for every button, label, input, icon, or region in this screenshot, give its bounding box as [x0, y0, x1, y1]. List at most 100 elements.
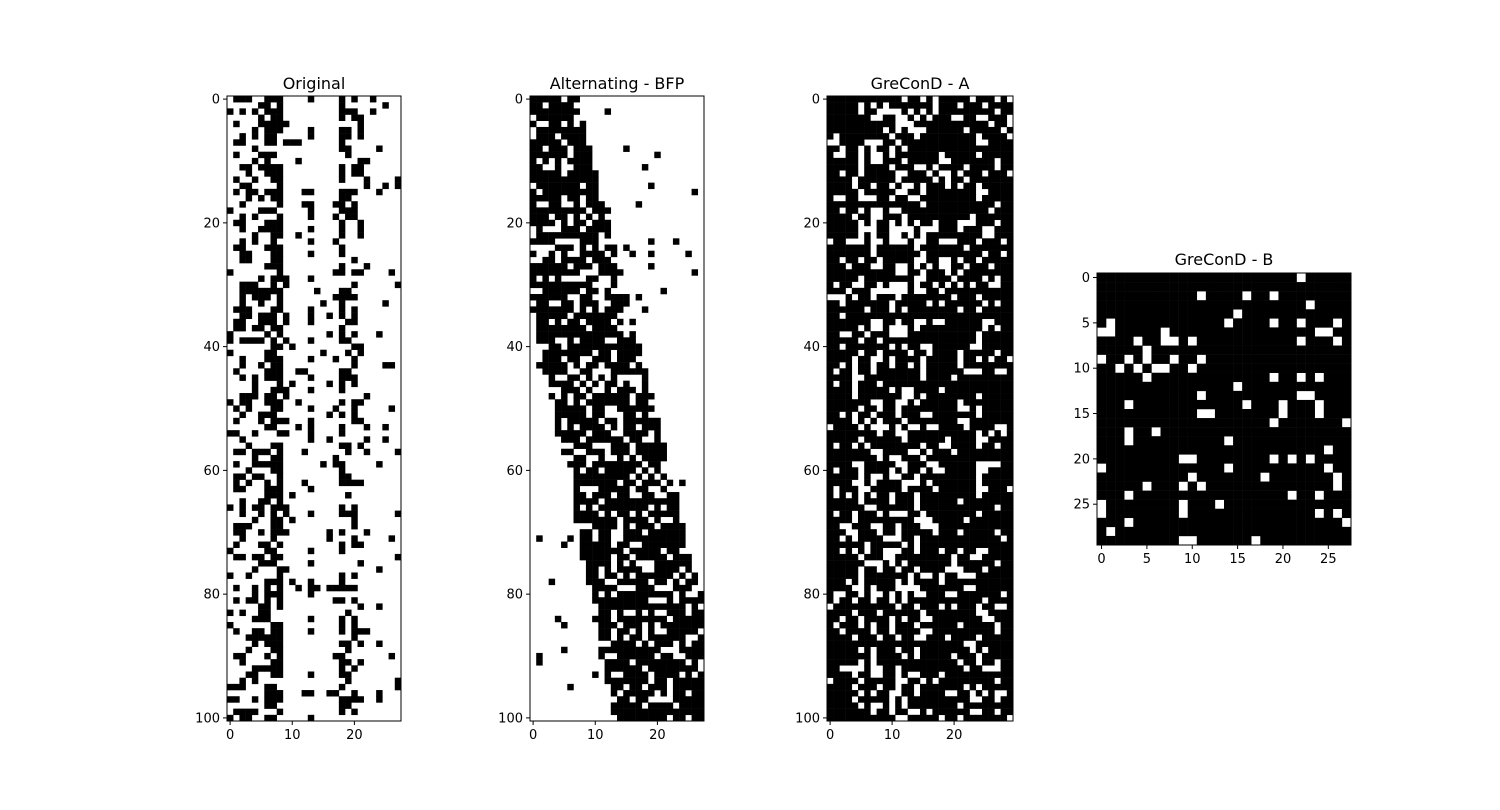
- matrix-cell: [1205, 372, 1216, 383]
- matrix-cell: [907, 430, 915, 437]
- matrix-cell: [938, 281, 946, 289]
- matrix-cell: [604, 516, 612, 524]
- matrix-cell: [1251, 318, 1261, 328]
- matrix-cell: [827, 609, 834, 617]
- matrix-cell: [882, 522, 890, 530]
- matrix-cell: [864, 263, 871, 270]
- matrix-cell: [882, 188, 890, 196]
- matrix-cell: [926, 417, 933, 425]
- matrix-cell: [1097, 436, 1107, 446]
- matrix-cell: [1106, 481, 1116, 491]
- matrix-cell: [1251, 463, 1261, 473]
- matrix-cell: [1196, 517, 1207, 528]
- matrix-cell: [276, 188, 284, 196]
- matrix-cell: [567, 405, 574, 412]
- matrix-cell: [1187, 300, 1198, 310]
- matrix-cell: [239, 96, 246, 103]
- matrix-cell: [585, 337, 593, 344]
- matrix-cell: [579, 368, 587, 375]
- matrix-cell: [864, 696, 871, 703]
- matrix-cell: [994, 188, 1001, 196]
- matrix-cell: [239, 522, 246, 530]
- matrix-cell: [882, 541, 890, 548]
- matrix-cell: [876, 492, 884, 499]
- matrix-cell: [851, 541, 859, 548]
- matrix-cell: [827, 492, 834, 499]
- matrix-cell: [944, 510, 952, 518]
- matrix-cell: [975, 362, 983, 369]
- matrix-cell: [963, 529, 970, 536]
- matrix-cell: [920, 337, 927, 344]
- matrix-cell: [845, 708, 853, 716]
- matrix-cell: [617, 603, 624, 610]
- matrix-cell: [635, 399, 643, 406]
- matrix-cell: [264, 547, 271, 555]
- matrix-cell: [938, 145, 946, 152]
- matrix-cell: [1097, 517, 1107, 528]
- matrix-cell: [623, 615, 630, 623]
- matrix-cell: [895, 164, 902, 171]
- matrix-cell: [913, 120, 921, 128]
- matrix-cell: [963, 318, 970, 326]
- matrix-cell: [938, 461, 946, 468]
- matrix-cell: [1196, 327, 1207, 337]
- matrix-cell: [845, 349, 853, 357]
- matrix-cell: [1142, 508, 1152, 519]
- matrix-cell: [982, 535, 989, 542]
- matrix-cell: [851, 120, 859, 128]
- matrix-cell: [561, 393, 568, 400]
- matrix-cell: [258, 504, 265, 511]
- matrix-cell: [969, 349, 977, 357]
- matrix-cell: [1000, 170, 1008, 177]
- matrix-cell: [338, 547, 346, 555]
- matrix-cell: [648, 553, 655, 561]
- matrix-cell: [969, 201, 977, 208]
- matrix-cell: [963, 510, 970, 518]
- matrix-cell: [666, 522, 674, 530]
- matrix-cell: [307, 485, 315, 493]
- matrix-cell: [845, 461, 853, 468]
- matrix-cell: [239, 677, 246, 685]
- matrix-cell: [864, 677, 871, 685]
- matrix-cell: [975, 584, 983, 592]
- matrix-cell: [975, 244, 983, 251]
- matrix-cell: [1251, 481, 1261, 491]
- matrix-cell: [858, 510, 865, 518]
- matrix-cell: [932, 708, 939, 716]
- matrix-cell: [307, 423, 315, 431]
- matrix-cell: [926, 182, 933, 190]
- matrix-cell: [994, 535, 1001, 542]
- matrix-cell: [889, 566, 896, 573]
- matrix-cell: [270, 114, 277, 122]
- matrix-cell: [913, 170, 921, 177]
- matrix-cell: [629, 331, 636, 338]
- matrix-cell: [839, 690, 846, 697]
- matrix-cell: [258, 275, 265, 282]
- matrix-cell: [994, 411, 1001, 419]
- matrix-cell: [307, 714, 315, 722]
- matrix-cell: [276, 306, 284, 313]
- matrix-cell: [988, 393, 995, 400]
- matrix-cell: [697, 677, 705, 685]
- matrix-cell: [592, 362, 599, 369]
- matrix-cell: [1260, 517, 1270, 528]
- matrix-cell: [338, 324, 346, 332]
- matrix-cell: [851, 232, 859, 239]
- matrix-cell: [567, 461, 574, 468]
- matrix-cell: [889, 405, 896, 412]
- matrix-cell: [1115, 372, 1125, 383]
- matrix-cell: [864, 232, 871, 239]
- matrix-cell: [913, 294, 921, 301]
- matrix-cell: [660, 578, 667, 586]
- matrix-cell: [679, 696, 686, 703]
- matrix-cell: [351, 399, 358, 406]
- matrix-cell: [839, 479, 846, 487]
- matrix-cell: [870, 380, 877, 388]
- matrix-cell: [1124, 418, 1134, 428]
- matrix-cell: [276, 405, 284, 412]
- matrix-cell: [963, 522, 970, 530]
- matrix-cell: [654, 578, 661, 586]
- matrix-cell: [697, 696, 705, 703]
- matrix-cell: [561, 232, 568, 239]
- matrix-cell: [1124, 463, 1134, 473]
